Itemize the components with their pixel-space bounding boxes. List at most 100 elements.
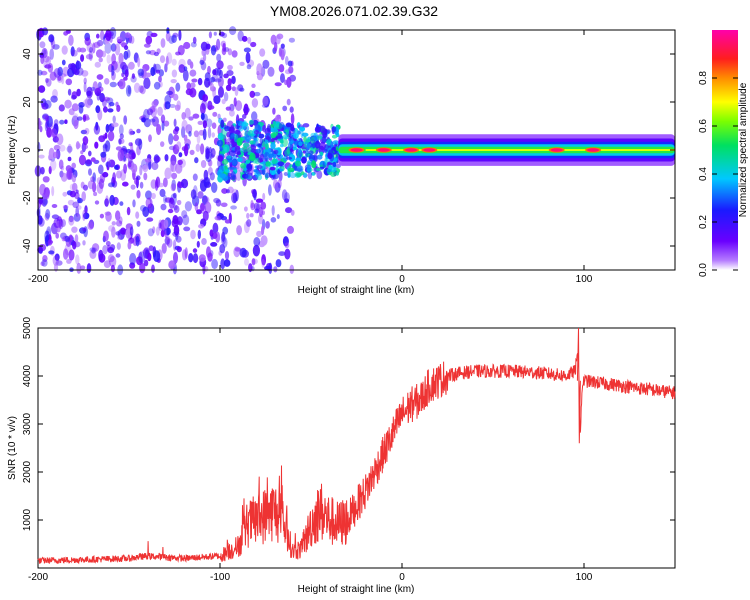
noise-cell [98,249,104,261]
noise-cell [204,201,212,214]
noise-cell [194,157,199,164]
noise-cell [125,32,131,39]
noise-cell [121,72,125,78]
noise-cell [176,246,182,253]
noise-cell [211,258,219,270]
noise-cell [227,78,232,86]
noise-cell [166,227,170,236]
spectrogram-x-tick-label: 0 [399,274,405,285]
noise-cell [57,76,62,81]
transition-cell [298,165,304,173]
noise-cell [168,197,175,209]
noise-cell [115,231,121,236]
noise-cell [201,99,207,111]
noise-cell [200,41,208,51]
noise-cell [265,221,270,229]
noise-cell [150,105,158,118]
noise-cell [41,27,49,36]
transition-cell [331,134,338,139]
noise-cell [153,81,161,90]
noise-cell [196,133,201,144]
noise-cell [181,210,188,219]
transition-cell [288,167,295,172]
noise-cell [195,143,201,152]
transition-cell [330,165,337,173]
transition-cell [335,170,340,176]
noise-cell [145,50,152,55]
noise-cell [256,230,263,238]
noise-cell [45,209,51,219]
noise-cell [100,30,105,41]
noise-cell [127,241,132,250]
noise-cell [94,141,99,149]
noise-cell [185,88,194,96]
transition-cell [305,137,311,144]
noise-cell [183,134,188,142]
noise-cell [166,90,174,96]
noise-cell [82,114,87,122]
noise-cell [164,167,172,180]
noise-cell [72,113,79,120]
noise-cell [151,161,159,171]
transition-cell [216,139,224,147]
spectrogram-y-ticks: -40 -20 0 20 40 [22,48,675,253]
snr-panel: -200 -100 0 100 1000 2000 3000 4000 5000 Height… [7,316,676,595]
noise-cell [150,192,156,200]
noise-cell [224,219,231,224]
transition-cell [294,160,302,167]
noise-cell [210,148,216,158]
snr-frame [37,327,676,569]
noise-cell [71,94,77,100]
noise-cell [157,182,165,188]
noise-cell [158,75,162,83]
noise-cell [214,215,221,221]
noise-cell [88,150,92,157]
transition-cell [315,167,322,172]
noise-cell [189,149,195,156]
noise-cell [111,221,117,226]
noise-cell [131,163,138,174]
noise-cell [59,119,65,125]
noise-cell [127,61,135,70]
transition-cell [331,126,337,133]
noise-cell [223,259,231,267]
noise-cell [76,116,83,121]
noise-cell [225,106,232,111]
noise-cell [83,81,87,93]
noise-cell [230,205,238,210]
noise-cell [85,159,92,165]
noise-cell [192,253,199,264]
noise-cell [235,169,242,182]
transition-cell [316,154,323,160]
transition-cell [324,157,328,166]
transition-cell [332,161,337,168]
transition-cell [306,142,311,150]
snr-x-ticks: -200 -100 0 100 [28,328,593,583]
noise-cell [171,58,177,66]
noise-cell [248,263,253,273]
noise-cell [40,261,45,267]
noise-cell [170,183,176,192]
noise-cell [42,176,50,183]
transition-cell [230,133,235,138]
noise-cell [44,100,52,109]
noise-cell [143,43,151,48]
noise-cell [118,138,122,145]
transition-cell [243,145,248,153]
noise-cell [237,84,244,92]
transition-cell [305,149,309,158]
noise-cell [259,48,266,57]
hotspot [350,148,363,152]
noise-cell [160,38,166,48]
noise-cell [108,182,115,188]
snr-x-tick-label: 100 [576,572,593,583]
noise-cell [166,238,173,248]
noise-cell [184,201,192,212]
transition-cell [283,172,289,176]
transition-cell [300,130,304,139]
transition-cell [289,164,293,168]
noise-cell [243,47,251,53]
noise-cell [182,69,189,82]
noise-cell [250,41,257,48]
